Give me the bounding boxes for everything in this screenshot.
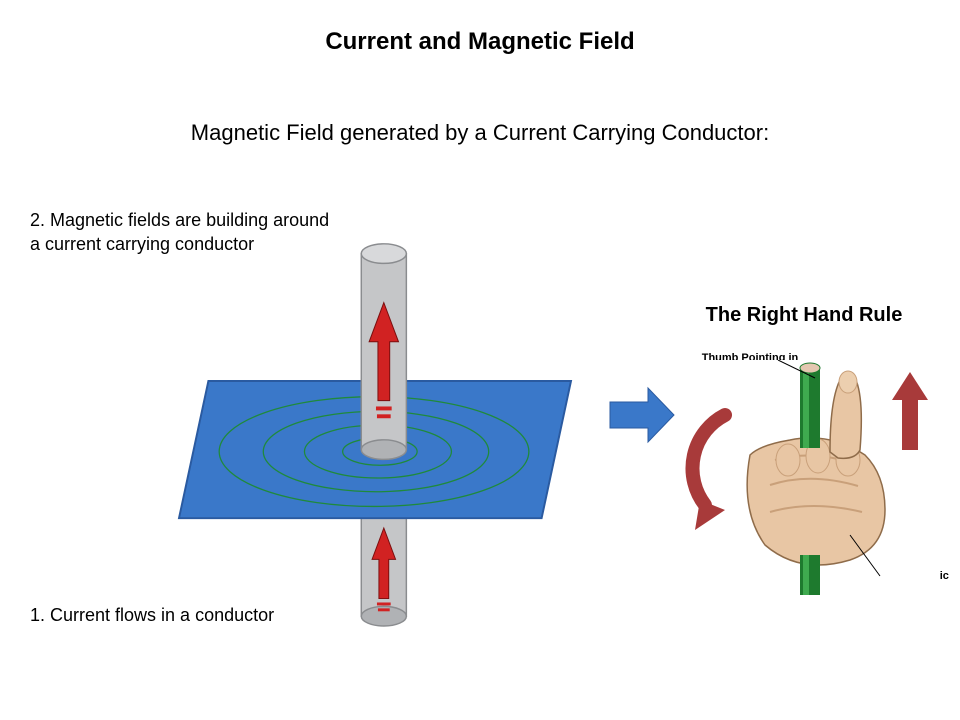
right-hand-rule-title: The Right Hand Rule	[668, 304, 940, 327]
subtitle: Magnetic Field generated by a Current Ca…	[0, 120, 960, 146]
hand-fist	[747, 438, 885, 565]
page-title: Current and Magnetic Field	[0, 28, 960, 56]
linking-arrow-icon	[608, 380, 678, 450]
conductor-field-diagram	[130, 230, 620, 630]
right-hand-rule-illustration	[680, 360, 940, 600]
